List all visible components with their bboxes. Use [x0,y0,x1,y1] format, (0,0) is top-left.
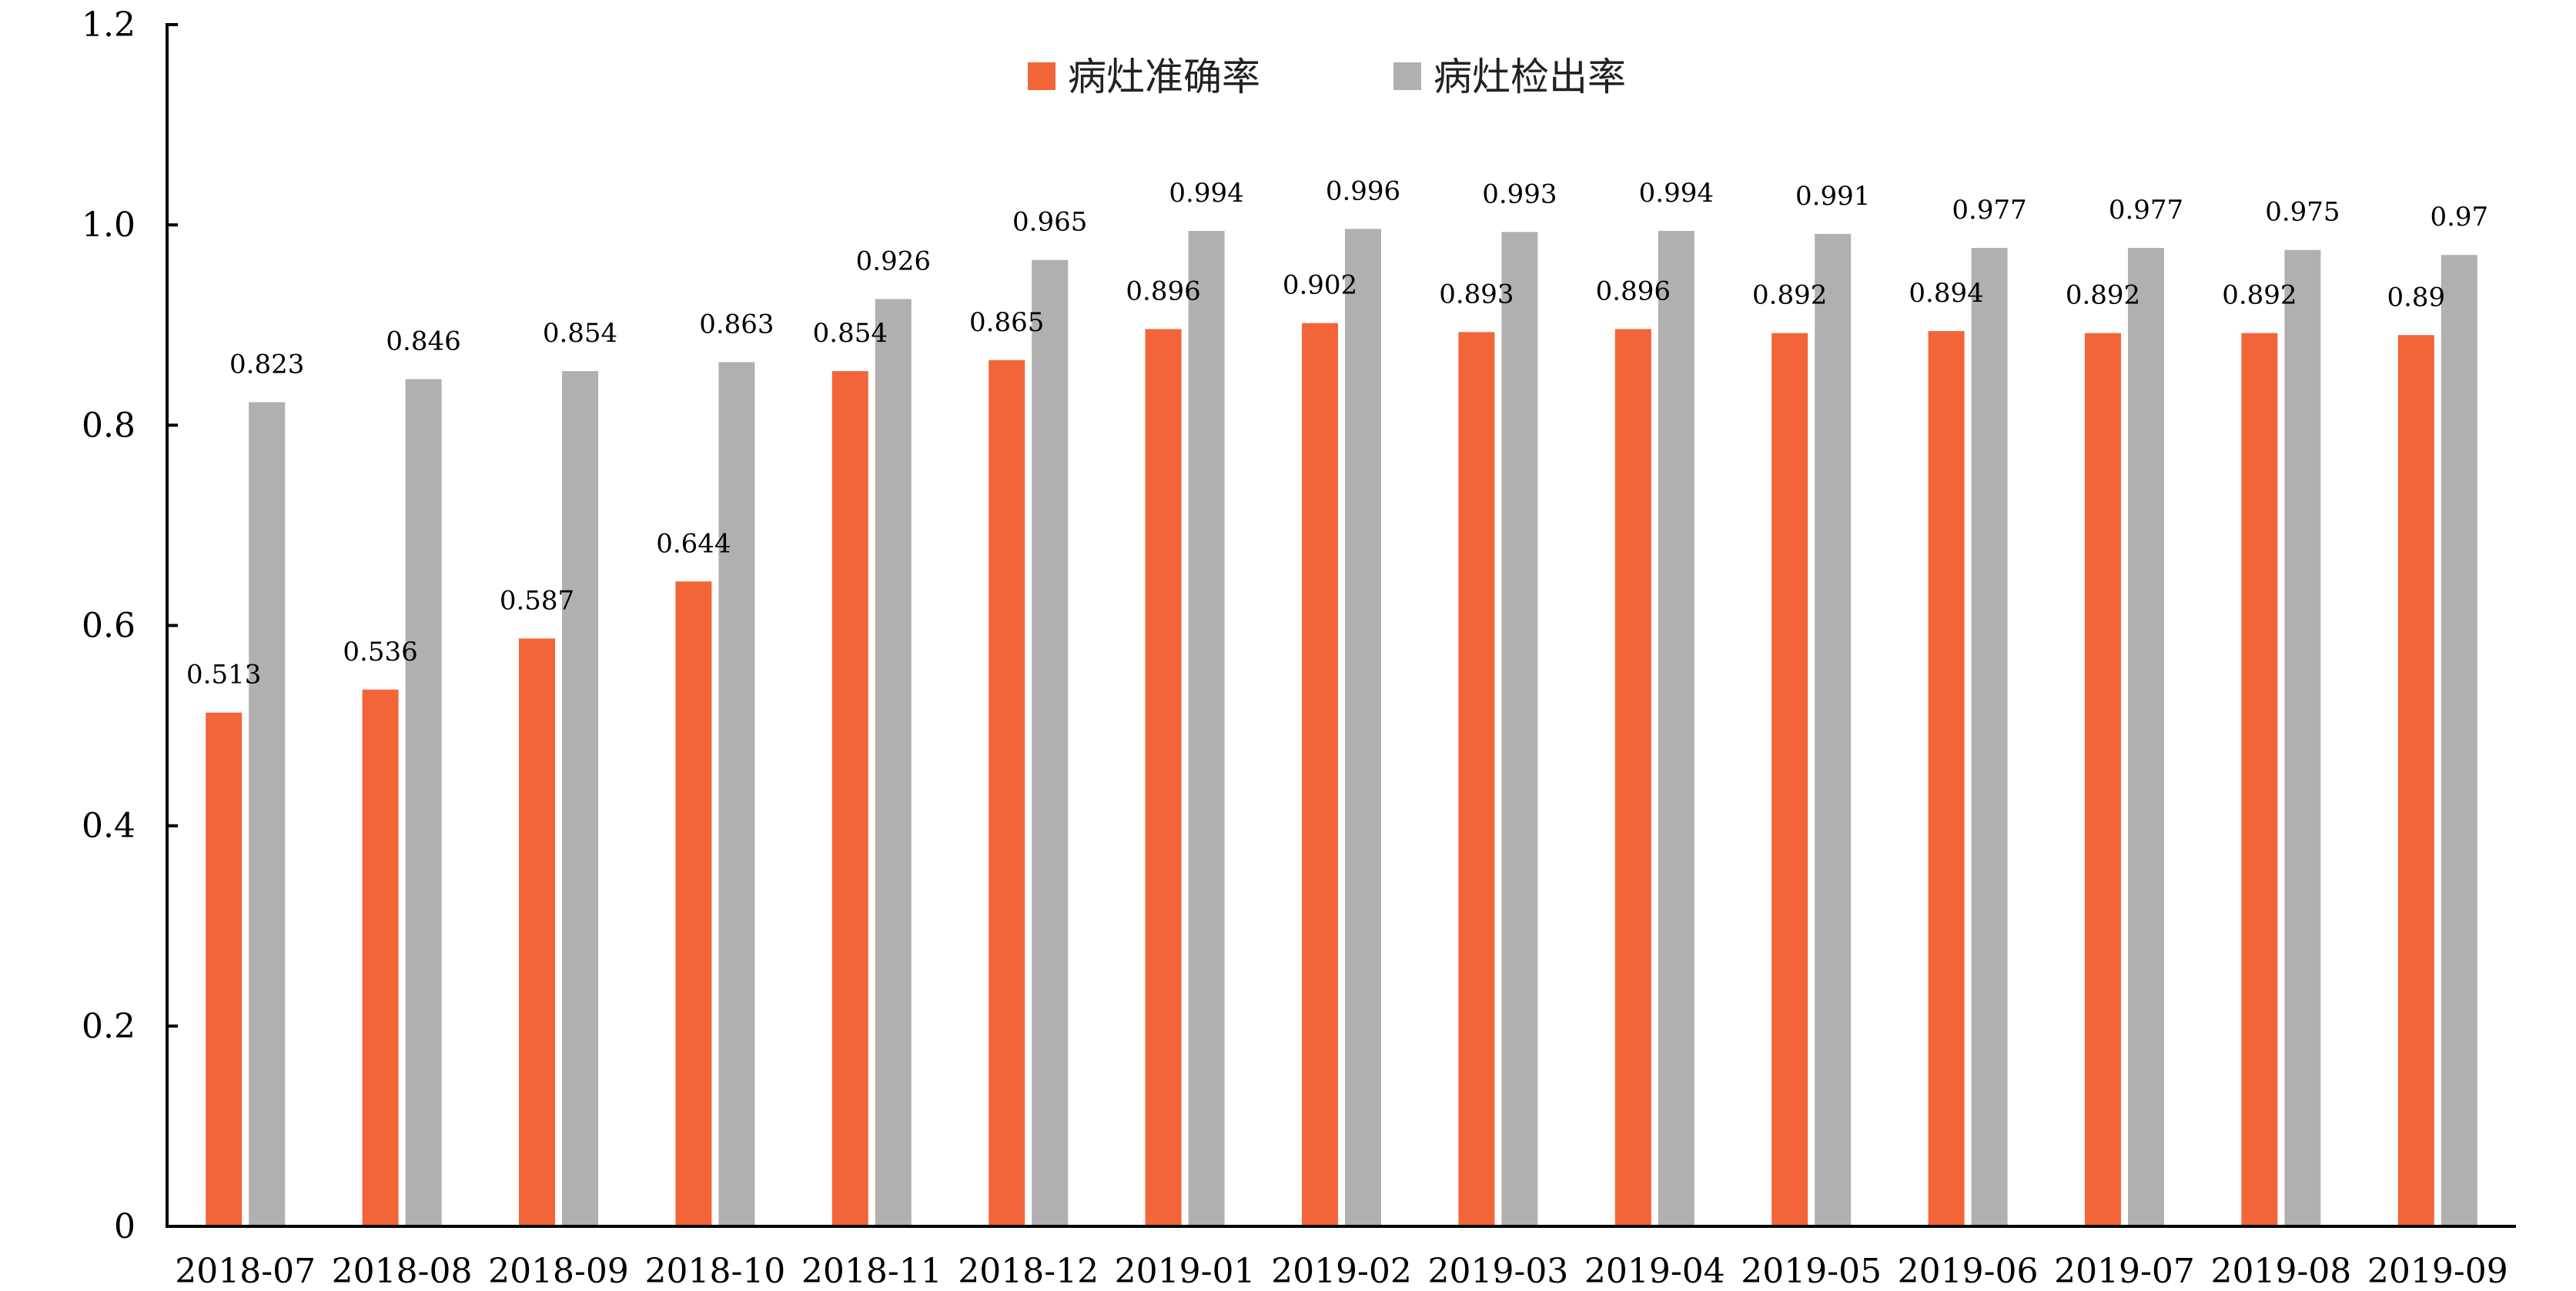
data-label-accuracy-2018-11: 0.854 [813,318,888,349]
bars-layer [206,229,2477,1227]
x-tick-label-2019-03: 2019-03 [1427,1252,1568,1291]
data-label-accuracy-2019-03: 0.893 [1439,279,1514,309]
x-tick-label-2019-01: 2019-01 [1115,1252,1256,1291]
bar-detection-2019-01 [1188,230,1225,1226]
x-tick-label-2018-09: 2018-09 [488,1252,629,1291]
x-tick-label-2018-12: 2018-12 [958,1252,1099,1291]
bar-detection-2018-09 [562,371,598,1226]
data-label-accuracy-2019-05: 0.892 [1752,280,1827,311]
data-label-detection-2018-10: 0.863 [699,309,774,339]
bar-detection-2019-02 [1345,229,1381,1226]
data-label-accuracy-2019-06: 0.894 [1909,278,1983,309]
bar-detection-2018-08 [405,379,442,1226]
data-labels-layer: 0.513 0.823 0.536 0.846 0.587 0.854 0.644 0.863… [186,176,2488,690]
x-tick-label-2019-05: 2019-05 [1741,1252,1882,1291]
bar-detection-2019-05 [1815,233,1852,1227]
bar-accuracy-2019-01 [1145,329,1182,1226]
bar-accuracy-2018-08 [362,689,399,1226]
data-label-accuracy-2018-08: 0.536 [343,637,417,667]
bar-accuracy-2019-08 [2241,333,2278,1226]
data-label-accuracy-2018-10: 0.644 [656,528,731,559]
data-label-detection-2018-11: 0.926 [856,246,931,276]
y-tick-label-5: 1.0 [82,206,135,245]
legend: 病灶准确率 病灶检出率 [1028,55,1626,99]
data-label-accuracy-2019-08: 0.892 [2222,280,2297,311]
x-tick-label-2019-07: 2019-07 [2054,1252,2195,1291]
data-label-detection-2019-03: 0.993 [1482,179,1557,209]
data-label-accuracy-2019-01: 0.896 [1126,276,1200,306]
x-tick-label-2019-09: 2019-09 [2367,1252,2508,1291]
x-tick-label-2018-11: 2018-11 [801,1252,942,1291]
bar-detection-2018-12 [1032,259,1069,1227]
x-tick-label-2019-06: 2019-06 [1898,1252,2039,1291]
x-tick-label-2019-02: 2019-02 [1271,1252,1412,1291]
bar-accuracy-2019-02 [1302,323,1338,1227]
x-axis-ticks: 2018-07 2018-08 2018-09 2018-10 2018-11 2018-… [175,1252,2507,1291]
bar-detection-2019-03 [1501,232,1538,1227]
y-tick-label-1: 0.2 [82,1007,135,1046]
bar-accuracy-2018-10 [675,581,712,1226]
bar-detection-2019-07 [2128,248,2164,1227]
bar-detection-2019-06 [1971,248,2008,1227]
bar-detection-2019-04 [1658,230,1694,1226]
data-label-detection-2019-06: 0.977 [1952,195,2026,226]
data-label-accuracy-2018-09: 0.587 [500,585,574,616]
data-label-accuracy-2019-04: 0.896 [1596,276,1671,306]
data-label-detection-2019-05: 0.991 [1795,181,1870,212]
x-tick-label-2018-07: 2018-07 [175,1252,316,1291]
data-label-accuracy-2018-07: 0.513 [186,660,261,691]
data-label-accuracy-2019-02: 0.902 [1283,270,1357,301]
data-label-detection-2019-02: 0.996 [1326,176,1400,206]
legend-label-detection: 病灶检出率 [1434,55,1626,99]
data-label-detection-2018-12: 0.965 [1012,207,1087,238]
bar-accuracy-2018-12 [989,360,1025,1226]
bar-accuracy-2019-09 [2397,335,2434,1227]
bar-detection-2018-07 [249,402,286,1226]
data-label-detection-2019-08: 0.975 [2265,197,2340,228]
data-label-detection-2018-09: 0.854 [543,318,617,349]
bar-detection-2018-10 [718,362,755,1226]
data-label-detection-2018-08: 0.846 [386,326,460,356]
x-tick-label-2019-08: 2019-08 [2210,1252,2351,1291]
bar-accuracy-2019-03 [1458,332,1495,1226]
y-tick-label-0: 0 [114,1207,135,1246]
bar-accuracy-2019-06 [1928,331,1965,1227]
bar-accuracy-2018-09 [519,638,555,1226]
y-tick-label-3: 0.6 [82,607,135,646]
data-label-detection-2019-09: 0.97 [2430,202,2488,232]
x-tick-label-2018-10: 2018-10 [644,1252,785,1291]
bar-detection-2019-09 [2441,255,2477,1227]
data-label-detection-2018-07: 0.823 [229,349,304,380]
legend-swatch-detection [1393,62,1421,90]
x-tick-label-2019-04: 2019-04 [1584,1252,1725,1291]
y-tick-label-6: 1.2 [82,5,135,45]
data-label-accuracy-2018-12: 0.865 [969,307,1044,338]
bar-accuracy-2019-04 [1614,329,1651,1226]
x-tick-label-2018-08: 2018-08 [332,1252,473,1291]
y-tick-label-4: 0.8 [82,406,135,445]
bar-accuracy-2018-11 [831,371,868,1226]
legend-swatch-accuracy [1028,62,1055,90]
data-label-detection-2019-07: 0.977 [2109,195,2183,226]
bar-detection-2018-11 [875,299,912,1226]
bar-detection-2019-08 [2284,249,2321,1226]
data-label-detection-2019-01: 0.994 [1169,178,1243,209]
data-label-accuracy-2019-07: 0.892 [2066,280,2140,311]
y-tick-label-2: 0.4 [82,807,135,846]
y-axis-ticks: 0 0.2 0.4 0.6 0.8 1.0 1.2 [82,5,178,1246]
bar-accuracy-2019-05 [1771,333,1808,1226]
data-label-detection-2019-04: 0.994 [1639,178,1714,209]
bar-accuracy-2019-07 [2085,333,2121,1226]
data-label-accuracy-2019-09: 0.89 [2387,282,2445,313]
bar-accuracy-2018-07 [206,712,243,1226]
legend-label-accuracy: 病灶准确率 [1068,55,1260,99]
